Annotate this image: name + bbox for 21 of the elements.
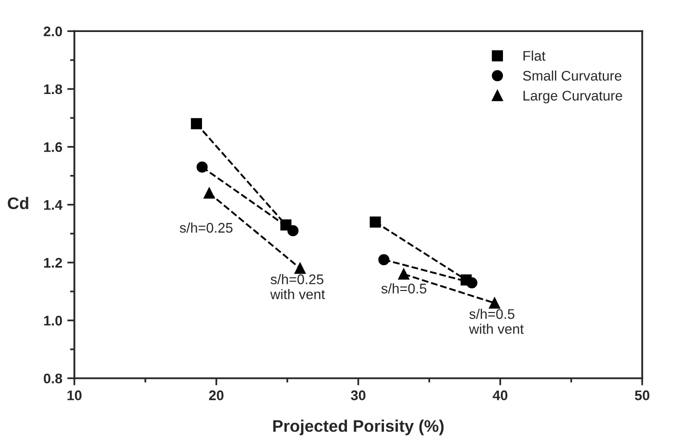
annotation: s/h=0.25 (180, 222, 232, 233)
annotation: s/h=0.5 (381, 283, 426, 294)
y-axis-title: Cd (8, 196, 28, 210)
x-tick-label: 10 (68, 390, 82, 400)
y-tick-label: 1.8 (44, 84, 62, 94)
y-tick-label: 2.0 (44, 26, 62, 36)
legend-label: Large Curvature (524, 90, 622, 104)
x-tick-label: 30 (350, 390, 366, 400)
x-axis-title: Projected Porisity (%) (273, 420, 444, 436)
y-tick-label: 1.2 (44, 258, 62, 268)
annotation: s/h=0.25 with vent (270, 274, 325, 300)
y-tick-label: 1.6 (44, 142, 62, 152)
legend-label: Flat (524, 50, 546, 61)
y-tick-label: 1.0 (44, 316, 62, 326)
y-tick-label: 0.8 (44, 374, 62, 384)
annotation: s/h=0.5 with vent (468, 308, 524, 334)
x-tick-label: 20 (209, 390, 224, 400)
y-tick-label: 1.4 (44, 200, 62, 210)
x-tick-label: 40 (492, 390, 508, 400)
x-tick-label: 50 (634, 390, 650, 400)
legend-label: Small Curvature (523, 70, 622, 81)
